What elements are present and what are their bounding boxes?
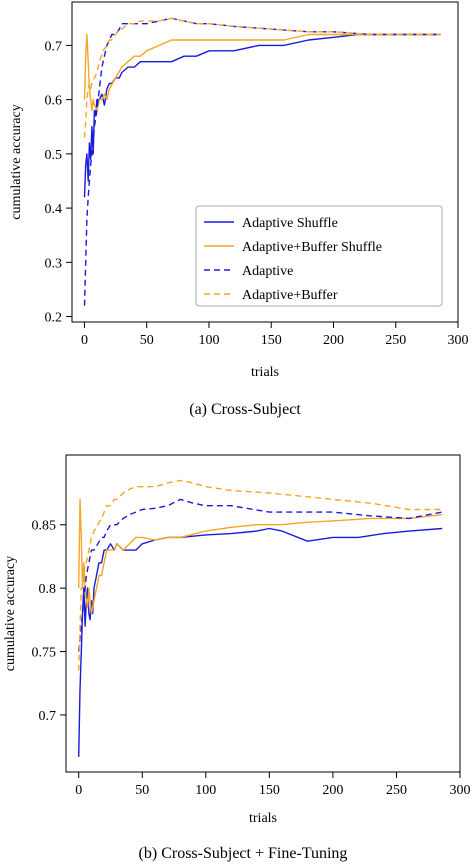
x-axis-label: trials [249,811,277,826]
x-tick-label: 50 [135,783,149,798]
plot-frame [71,1,459,323]
x-tick-label: 100 [195,783,216,798]
legend: Adaptive Shuffle Adaptive+Buffer Shuffle A… [195,205,443,307]
x-tick-label: 200 [323,333,344,348]
chart-cross-subject: 0 50 100 150 200 250 300 0.2 0.3 0.4 0.5 0.6 0.7 tria… [9,1,469,418]
plot-frame [65,454,461,773]
series-line-adaptive [83,17,441,306]
y-tick-label: 0.4 [45,202,63,217]
series-line-adaptive-buffer [83,17,441,138]
legend-label: Adaptive+Buffer Shuffle [242,240,382,255]
y-tick-label: 0.7 [39,709,57,724]
y-tick-label: 0.85 [32,519,57,534]
series-line-adaptive-shuffle [83,33,441,198]
series-line-adaptive-buffer-shuffle [83,33,441,112]
x-axis-label: trials [251,365,279,380]
y-tick-label: 0.75 [32,646,57,661]
x-tick-label: 150 [261,333,282,348]
series-line-adaptive-shuffle [78,527,443,757]
x-tick-label: 50 [140,333,154,348]
series-line-adaptive [78,498,443,652]
y-tick-label: 0.5 [45,148,63,163]
x-tick-label: 250 [386,783,407,798]
y-axis-label: cumulative accuracy [3,556,18,671]
series-line-adaptive-buffer-shuffle [78,498,443,615]
x-tick-label: 100 [198,333,219,348]
y-tick-label: 0.3 [45,256,63,271]
x-tick-label: 150 [259,783,280,798]
legend-box [195,205,443,307]
x-tick-label: 0 [75,783,82,798]
x-tick-label: 200 [322,783,343,798]
y-axis-label: cumulative accuracy [9,104,24,219]
x-tick-label: 0 [81,333,88,348]
y-tick-label: 0.7 [45,39,63,54]
chart-cross-subject-fine-tuning: 0 50 100 150 200 250 300 0.7 0.75 0.8 0.85 trials cu… [3,454,471,862]
x-tick-label: 300 [450,783,471,798]
y-tick-label: 0.8 [39,582,57,597]
y-tick-label: 0.6 [45,94,63,109]
figure-caption: (b) Cross-Subject + Fine-Tuning [139,845,348,862]
figure-caption: (a) Cross-Subject [189,401,301,418]
series-line-adaptive-buffer [78,479,443,671]
legend-label: Adaptive+Buffer [242,288,338,303]
x-tick-label: 250 [385,333,406,348]
x-tick-label: 300 [448,333,469,348]
legend-label: Adaptive [242,264,293,279]
legend-label: Adaptive Shuffle [242,216,338,231]
y-tick-label: 0.2 [45,311,63,326]
